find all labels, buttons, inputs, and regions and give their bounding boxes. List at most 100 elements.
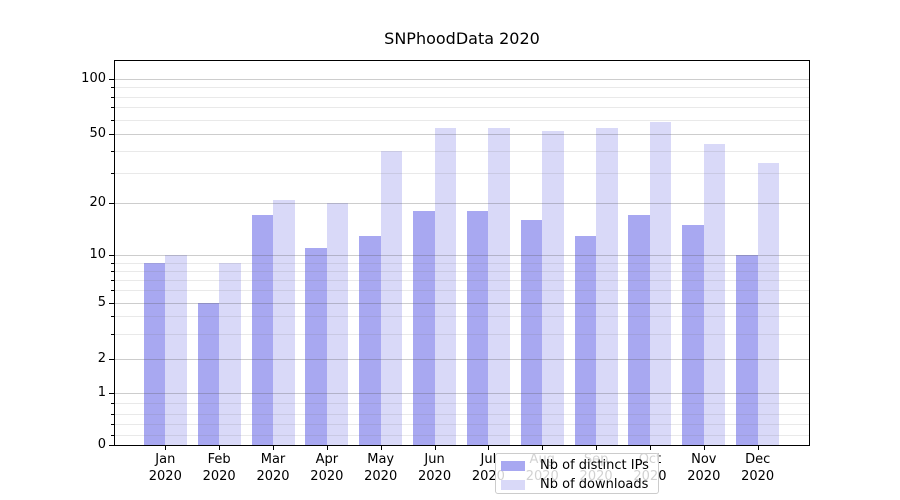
minor-gridline: [114, 414, 810, 415]
bar-downloads-may: [380, 150, 403, 445]
bar-distinct-ips-feb: [197, 302, 220, 445]
x-tick-year: 2020: [148, 469, 182, 484]
bar-distinct-ips-aug: [520, 220, 543, 445]
x-tick-label: Nov 2020: [674, 451, 734, 485]
minor-gridline: [114, 151, 810, 152]
y-minor-tick-mark: [111, 403, 114, 404]
y-tick-label: 20: [89, 195, 106, 210]
x-tick-label: Jan 2020: [135, 451, 195, 485]
bar-distinct-ips-jul: [466, 211, 489, 445]
y-minor-tick-mark: [111, 173, 114, 174]
legend-item-distinct-ips: Nb of distinct IPs: [501, 456, 658, 475]
bar-distinct-ips-apr: [305, 248, 327, 445]
y-tick-mark: [109, 79, 114, 80]
spine-left: [114, 60, 115, 446]
chart-title: SNPhoodData 2020: [384, 29, 540, 48]
legend-swatch-distinct-ips: [501, 460, 525, 471]
y-tick-label: 10: [89, 247, 106, 262]
bar-distinct-ips-nov: [682, 224, 704, 445]
bar-distinct-ips-oct: [628, 215, 650, 445]
x-tick-year: 2020: [202, 469, 236, 484]
x-tick-year: 2020: [364, 469, 398, 484]
y-minor-tick-mark: [111, 334, 114, 335]
x-tick-mark: [488, 446, 489, 450]
bars-layer: [114, 60, 810, 445]
bar-distinct-ips-sep: [574, 235, 597, 445]
major-gridline: [114, 303, 810, 304]
y-minor-tick-mark: [111, 280, 114, 281]
bar-downloads-feb: [219, 262, 241, 445]
minor-gridline: [114, 120, 810, 121]
y-tick-mark: [109, 359, 114, 360]
x-tick-label: Apr 2020: [297, 451, 357, 485]
x-tick-mark: [381, 446, 382, 450]
bar-downloads-dec: [757, 163, 780, 445]
y-minor-tick-mark: [111, 263, 114, 264]
x-tick-label: Mar 2020: [243, 451, 303, 485]
minor-gridline: [114, 334, 810, 335]
major-gridline: [114, 203, 810, 204]
x-tick-mark: [704, 446, 705, 450]
spine-right: [809, 60, 810, 446]
x-tick-mark: [650, 446, 651, 450]
legend-item-downloads: Nb of downloads: [501, 475, 658, 494]
minor-gridline: [114, 87, 810, 88]
y-minor-tick-mark: [111, 414, 114, 415]
bar-distinct-ips-jan: [143, 262, 166, 445]
y-tick-mark: [109, 393, 114, 394]
minor-gridline: [114, 280, 810, 281]
x-tick-month: May: [367, 452, 395, 467]
major-gridline: [114, 393, 810, 394]
x-tick-month: Apr: [315, 452, 339, 467]
major-gridline: [114, 359, 810, 360]
y-tick-mark: [109, 303, 114, 304]
x-tick-mark: [542, 446, 543, 450]
y-tick-mark: [109, 255, 114, 256]
grid-layer: [114, 60, 810, 445]
y-minor-tick-mark: [111, 97, 114, 98]
bar-distinct-ips-jun: [413, 211, 435, 445]
x-tick-year: 2020: [256, 469, 290, 484]
minor-gridline: [114, 271, 810, 272]
bar-downloads-jun: [434, 128, 457, 445]
y-minor-tick-mark: [111, 316, 114, 317]
minor-gridline: [114, 403, 810, 404]
bar-downloads-apr: [326, 203, 349, 445]
y-minor-tick-mark: [111, 120, 114, 121]
minor-gridline: [114, 435, 810, 436]
bar-distinct-ips-may: [359, 235, 381, 445]
x-tick-month: Jul: [480, 452, 497, 467]
y-minor-tick-mark: [111, 290, 114, 291]
y-tick-mark: [109, 203, 114, 204]
minor-gridline: [114, 107, 810, 108]
major-gridline: [114, 255, 810, 256]
legend-swatch-downloads: [501, 479, 525, 490]
plot-area: 0 1 2 5 10 20 50 100 Jan 2020 Feb 2020 Mar 2020 Apr 202…: [81, 60, 810, 494]
x-tick-month: Nov: [691, 452, 717, 467]
bar-distinct-ips-dec: [736, 255, 758, 445]
bar-downloads-mar: [273, 199, 295, 445]
spine-top: [114, 60, 810, 61]
x-tick-month: Feb: [207, 452, 231, 467]
x-tick-mark: [273, 446, 274, 450]
y-tick-mark: [109, 445, 114, 446]
bar-downloads-aug: [542, 131, 564, 445]
x-tick-month: Mar: [260, 452, 286, 467]
x-tick-month: Jan: [155, 452, 176, 467]
x-tick-month: Jun: [424, 452, 445, 467]
x-tick-mark: [327, 446, 328, 450]
y-tick-mark: [109, 134, 114, 135]
bar-distinct-ips-mar: [251, 215, 273, 445]
x-tick-year: 2020: [687, 469, 721, 484]
x-tick-month: Dec: [745, 452, 771, 467]
legend-label-downloads: Nb of downloads: [540, 477, 649, 492]
bar-downloads-nov: [703, 143, 726, 445]
major-gridline: [114, 79, 810, 80]
bar-downloads-sep: [596, 128, 618, 445]
bar-downloads-oct: [649, 122, 672, 445]
y-minor-tick-mark: [111, 435, 114, 436]
y-tick-label: 5: [97, 295, 106, 310]
y-tick-label: 1: [97, 385, 106, 400]
x-tick-mark: [758, 446, 759, 450]
